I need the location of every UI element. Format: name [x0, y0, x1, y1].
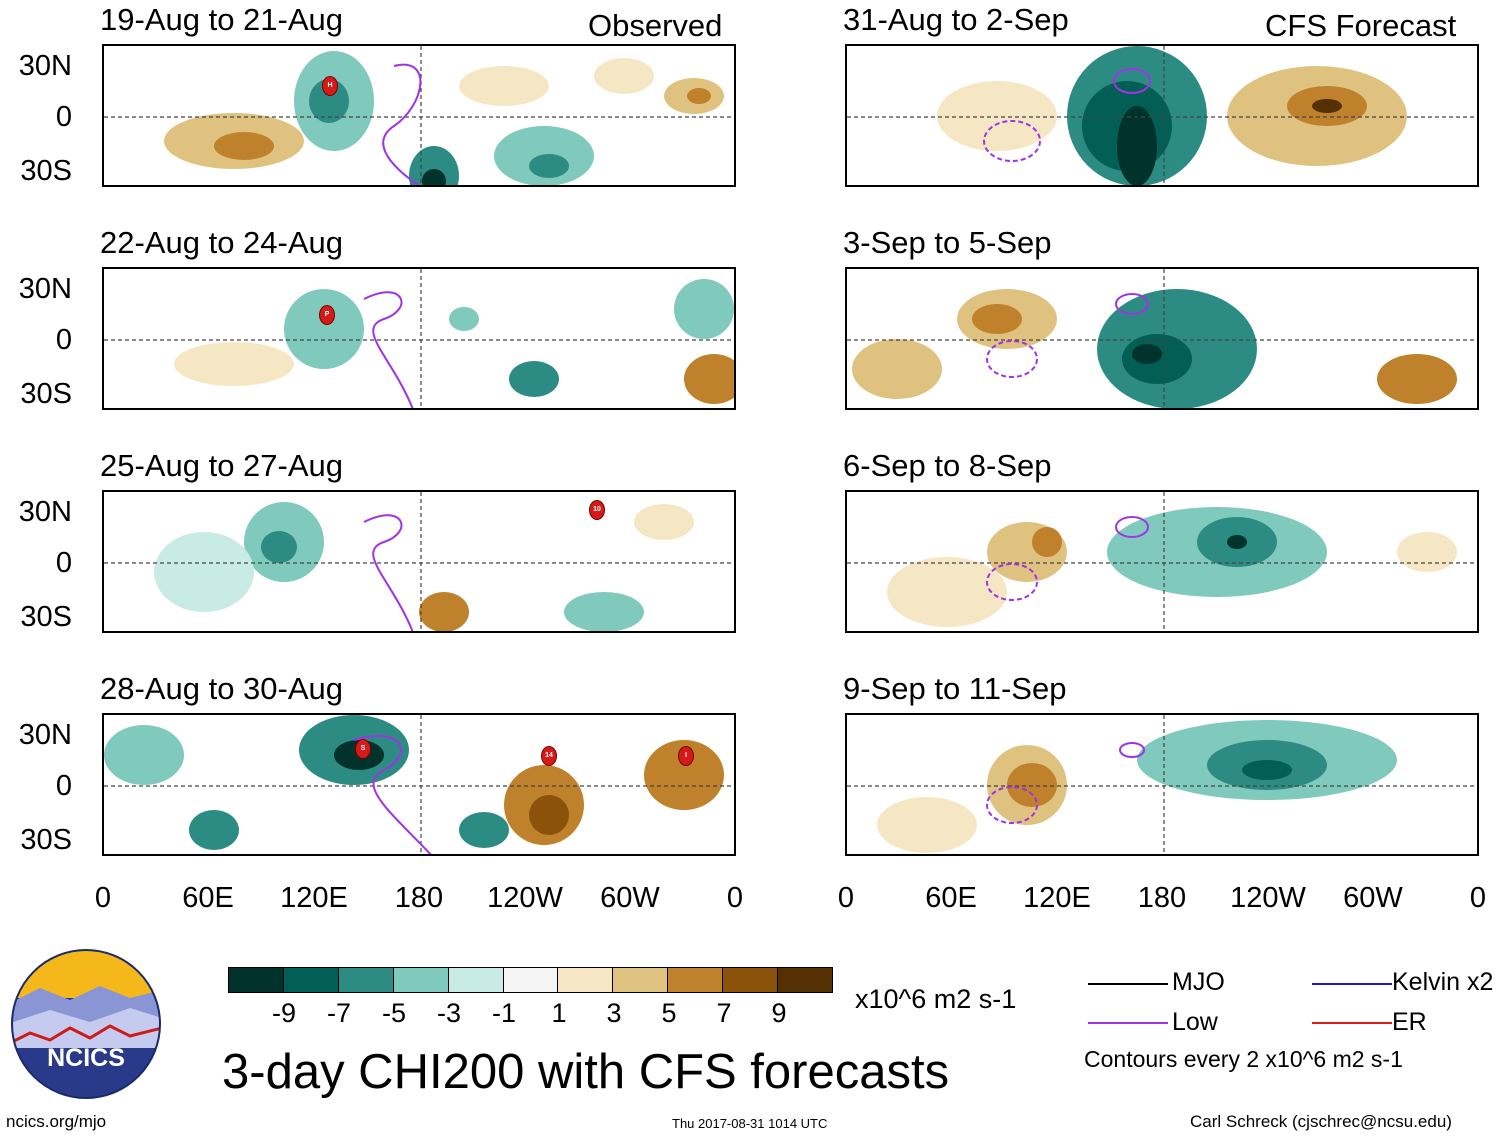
storm-marker: S: [355, 739, 371, 759]
colorbar-tick: -3: [436, 998, 462, 1028]
lon-label: 120E: [1023, 882, 1091, 914]
panel-title-8: 9-Sep to 11-Sep: [843, 671, 1067, 706]
colorbar-units: x10^6 m2 s-1: [855, 984, 1017, 1014]
map-panel-3: 10: [102, 490, 736, 633]
storm-marker: P: [319, 305, 335, 325]
mjo-legend-line: [1088, 983, 1168, 985]
map-panel-4: S 14 I: [102, 713, 736, 856]
lon-label: 0: [94, 882, 112, 914]
lat-label: 30N: [18, 496, 72, 528]
map-panel-2: P: [102, 267, 736, 410]
lat-label: 30N: [18, 719, 72, 751]
panel-title-3: 25-Aug to 27-Aug: [100, 448, 344, 483]
colorbar-tick: 5: [661, 998, 677, 1028]
low-legend-label: Low: [1172, 1008, 1218, 1036]
panel-title-4: 28-Aug to 30-Aug: [100, 671, 344, 706]
lon-label: 120W: [1230, 882, 1306, 914]
forecast-label: CFS Forecast: [1265, 8, 1457, 43]
storm-marker: 14: [541, 746, 557, 766]
storm-marker: H: [322, 76, 338, 96]
colorbar-swatch: [613, 968, 669, 992]
observed-label: Observed: [588, 8, 723, 43]
kelvin-legend-label: Kelvin x2: [1392, 968, 1494, 996]
map-panel-6: [845, 267, 1479, 410]
lon-label: 0: [726, 882, 744, 914]
map-panel-8: [845, 713, 1479, 856]
panel-title-2: 22-Aug to 24-Aug: [100, 225, 344, 260]
colorbar-swatch: [338, 968, 394, 992]
colorbar-swatch: [229, 968, 284, 992]
ncics-logo: NCICS: [10, 948, 162, 1100]
panel-title-6: 3-Sep to 5-Sep: [843, 225, 1052, 260]
low-legend-line: [1088, 1022, 1168, 1024]
lon-label: 0: [837, 882, 855, 914]
panel-title-7: 6-Sep to 8-Sep: [843, 448, 1052, 483]
logo-text: NCICS: [47, 1044, 125, 1072]
storm-marker: 10: [589, 500, 605, 520]
colorbar-tick: 1: [551, 998, 567, 1028]
lon-label: 120W: [487, 882, 563, 914]
er-legend-line: [1312, 1022, 1392, 1024]
colorbar-tick: 7: [716, 998, 732, 1028]
lat-label: 30S: [20, 601, 72, 633]
colorbar-tick: -9: [271, 998, 297, 1028]
lon-label: 180: [1137, 882, 1187, 914]
colorbar-tick: -5: [381, 998, 407, 1028]
footer-author: Carl Schreck (cjschrec@ncsu.edu): [1190, 1112, 1452, 1131]
lon-label: 60W: [1343, 882, 1403, 914]
kelvin-legend-line: [1312, 983, 1392, 985]
er-legend-label: ER: [1392, 1008, 1427, 1036]
colorbar-swatch: [723, 968, 779, 992]
map-panel-5: [845, 44, 1479, 187]
colorbar-swatch: [393, 968, 449, 992]
colorbar-swatch: [503, 968, 559, 992]
lat-label: 30S: [20, 378, 72, 410]
lon-label: 120E: [280, 882, 348, 914]
storm-marker: I: [678, 746, 694, 766]
colorbar-tick: 3: [606, 998, 622, 1028]
panel-title-1: 19-Aug to 21-Aug: [100, 2, 344, 37]
lon-label: 0: [1469, 882, 1487, 914]
map-panel-7: [845, 490, 1479, 633]
contour-note: Contours every 2 x10^6 m2 s-1: [1084, 1046, 1403, 1072]
lat-label: 30S: [20, 824, 72, 856]
lat-label: 30S: [20, 155, 72, 187]
panel-title-5: 31-Aug to 2-Sep: [843, 2, 1069, 37]
colorbar-swatch: [283, 968, 339, 992]
colorbar-tick: -7: [326, 998, 352, 1028]
main-title: 3-day CHI200 with CFS forecasts: [222, 1045, 950, 1099]
lon-label: 60E: [925, 882, 977, 914]
footer-timestamp: Thu 2017-08-31 1014 UTC: [672, 1116, 828, 1131]
lat-label: 0: [55, 324, 72, 356]
colorbar-swatch: [448, 968, 504, 992]
colorbar-swatch: [668, 968, 724, 992]
footer-url: ncics.org/mjo: [6, 1112, 107, 1131]
colorbar-tick: 9: [771, 998, 787, 1028]
colorbar-swatch: [778, 968, 832, 992]
colorbar-tick: -1: [491, 998, 517, 1028]
colorbar: [228, 967, 833, 993]
map-panel-1: H: [102, 44, 736, 187]
lat-label: 0: [55, 101, 72, 133]
lat-label: 30N: [18, 50, 72, 82]
mjo-legend-label: MJO: [1172, 968, 1225, 996]
lon-label: 60W: [600, 882, 660, 914]
lon-label: 60E: [182, 882, 234, 914]
lat-label: 30N: [18, 273, 72, 305]
colorbar-swatch: [558, 968, 614, 992]
lat-label: 0: [55, 547, 72, 579]
lat-label: 0: [55, 770, 72, 802]
lon-label: 180: [394, 882, 444, 914]
